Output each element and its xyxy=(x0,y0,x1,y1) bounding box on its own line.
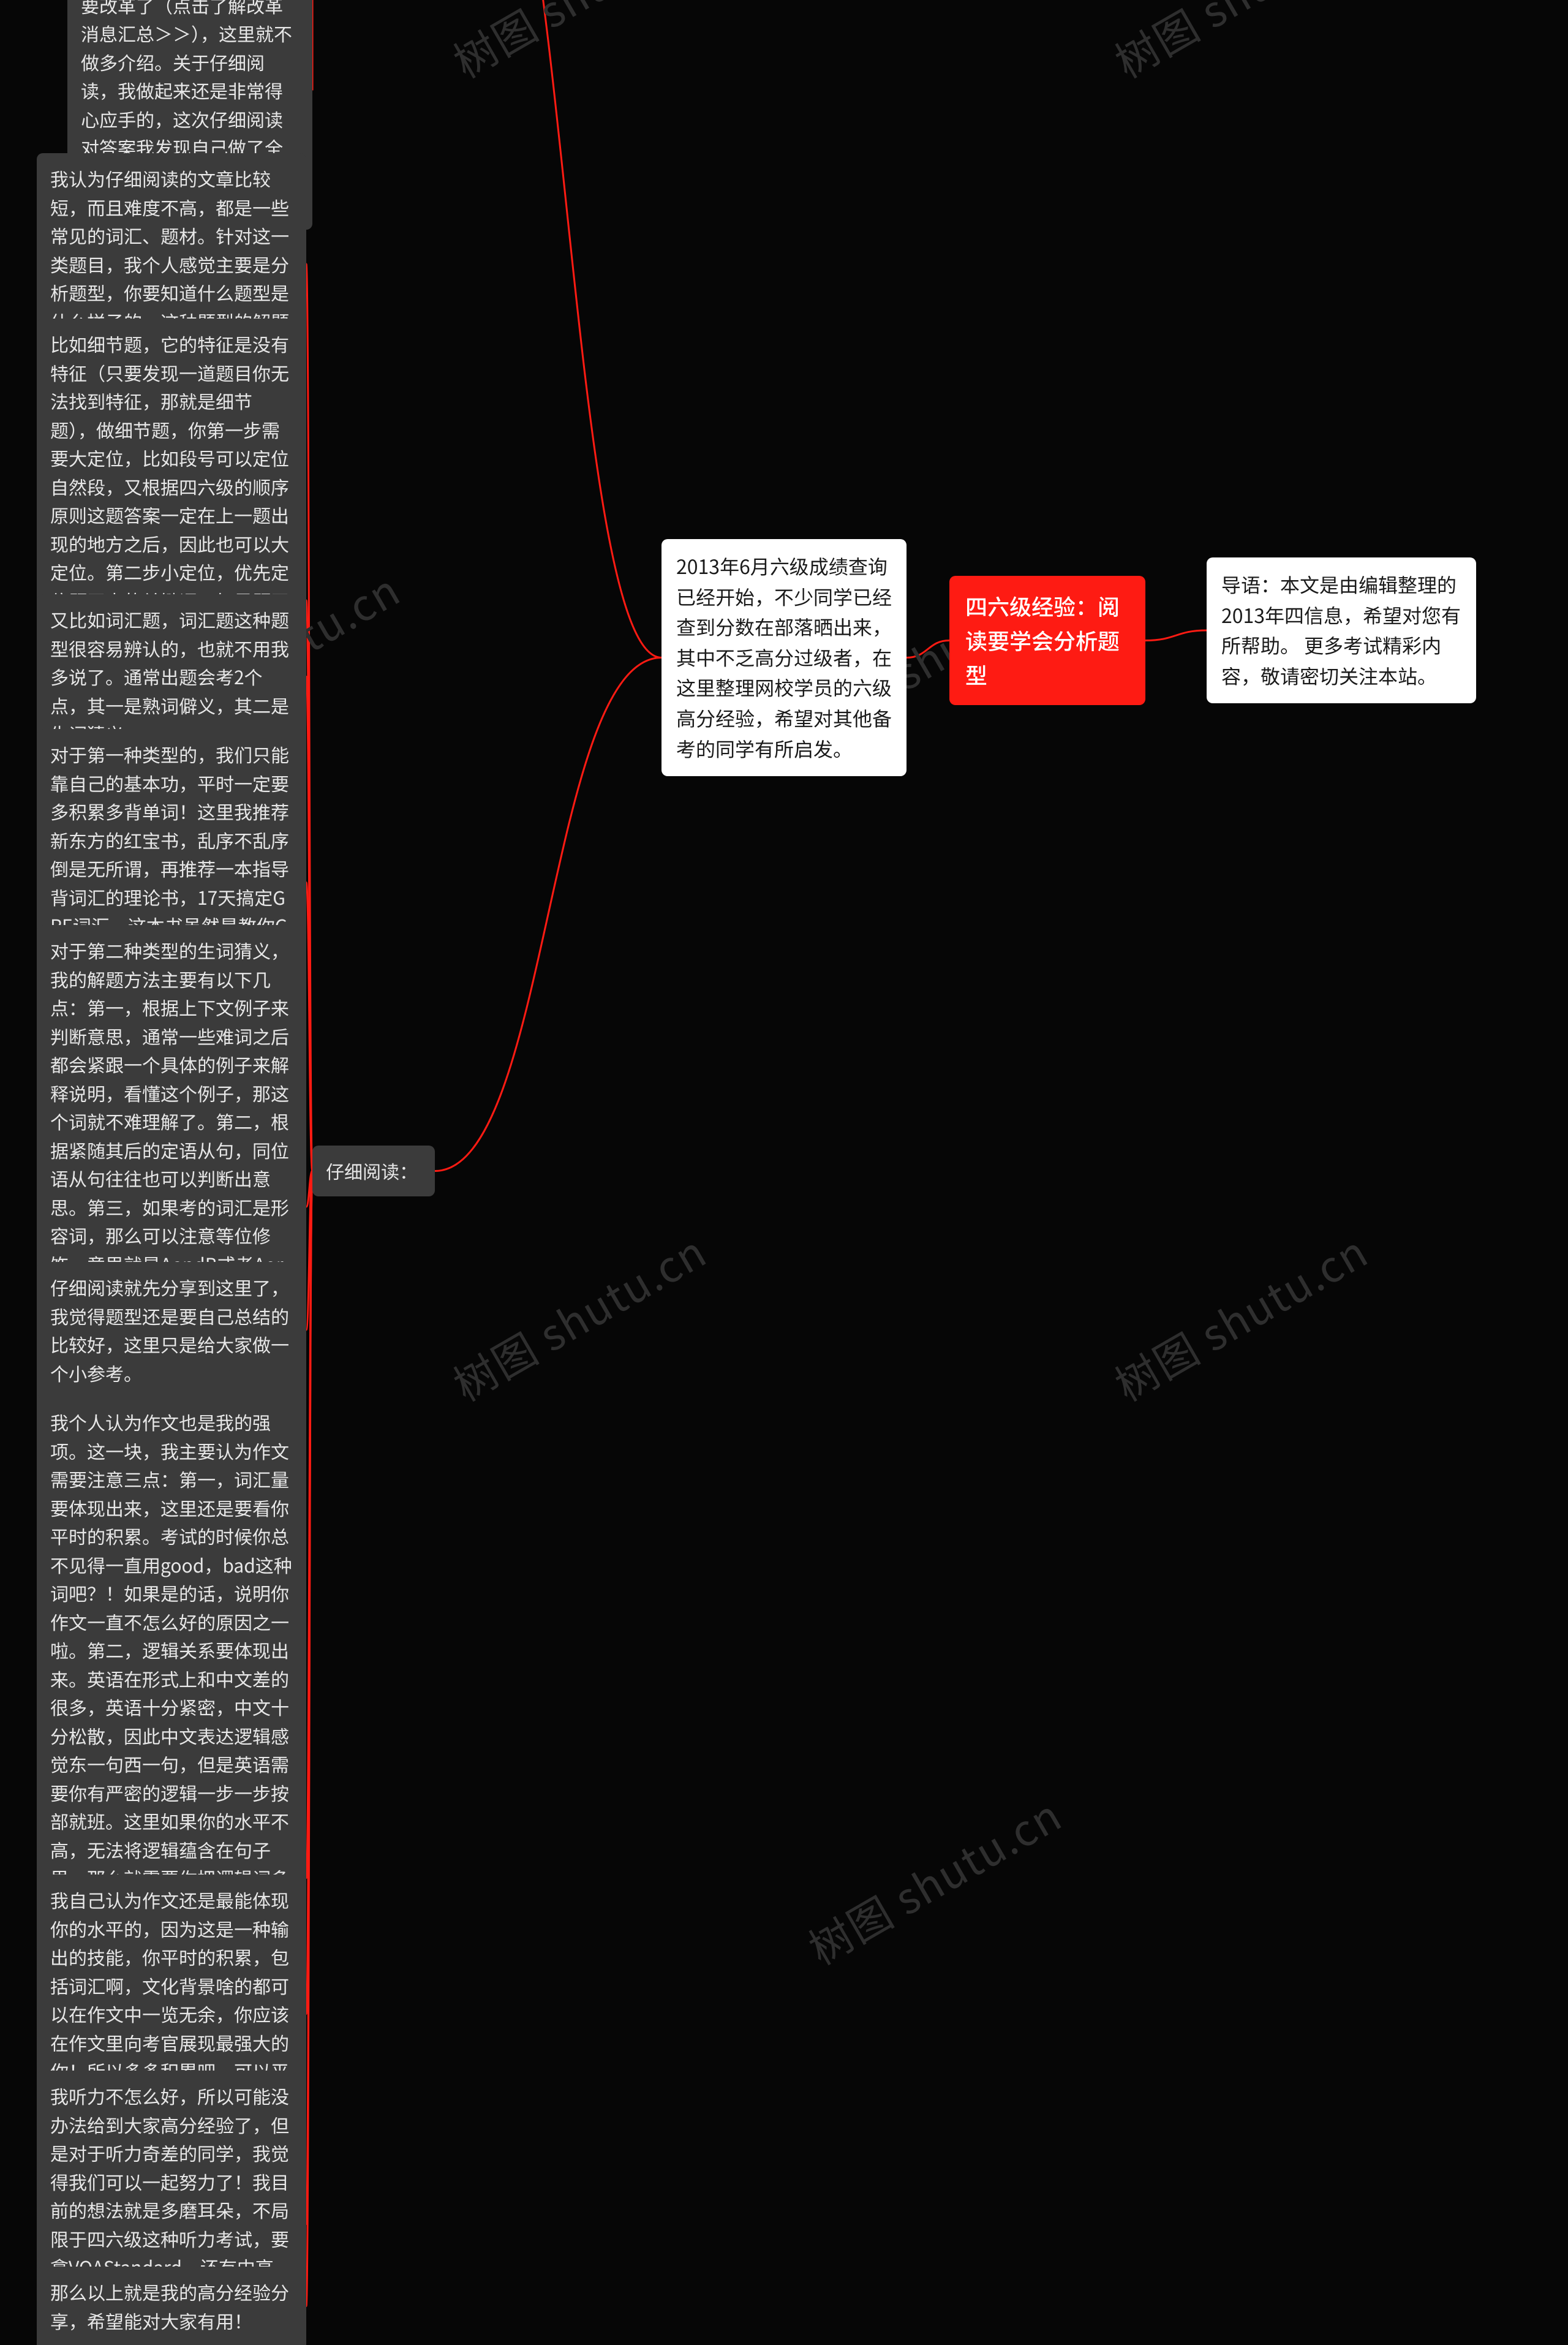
watermark: 树图 shutu.cn xyxy=(1102,0,1378,90)
node-root[interactable]: 四六级经验：阅读要学会分析题型 xyxy=(949,576,1145,705)
node-text: 仔细阅读就先分享到这里了，我觉得题型还是要自己总结的比较好，这里只是给大家做一个… xyxy=(50,1274,289,1386)
node-whiteL[interactable]: 2013年6月六级成绩查询已经开始，不少同学已经查到分数在部落晒出来，其中不乏高… xyxy=(662,539,907,776)
node-text: 仔细阅读： xyxy=(326,1157,418,1184)
edge xyxy=(306,1171,312,2306)
node-text: 四六级经验：阅读要学会分析题型 xyxy=(965,590,1120,690)
watermark: 树图 shutu.cn xyxy=(1102,1218,1378,1413)
node-whiteR[interactable]: 导语：本文是由编辑整理的2013年四信息，希望对您有所帮助。 更多考试精彩内容，… xyxy=(1207,557,1476,703)
watermark: 树图 shutu.cn xyxy=(441,1218,717,1413)
node-sec2[interactable]: 仔细阅读： xyxy=(312,1146,435,1196)
node-text: 2013年6月六级成绩查询已经开始，不少同学已经查到分数在部落晒出来，其中不乏高… xyxy=(676,552,892,763)
node-g_r6[interactable]: 仔细阅读就先分享到这里了，我觉得题型还是要自己总结的比较好，这里只是给大家做一个… xyxy=(37,1262,306,1398)
edge xyxy=(1145,630,1207,641)
edge xyxy=(306,1171,312,2014)
edge xyxy=(306,600,312,1171)
edge xyxy=(472,0,662,658)
watermark: 树图 shutu.cn xyxy=(796,1782,1072,1977)
edge xyxy=(306,1171,312,2224)
edge xyxy=(306,264,312,1171)
mindmap-canvas: 树图 shutu.cn 树图 shutu.cn 树图 shutu.cn 树图 shut… xyxy=(0,0,1568,2345)
edge xyxy=(907,641,949,658)
node-text: 那么以上就是我的高分经验分享，希望能对大家有用！ xyxy=(50,2278,289,2334)
node-text: 导语：本文是由编辑整理的2013年四信息，希望对您有所帮助。 更多考试精彩内容，… xyxy=(1221,570,1461,690)
watermark: 树图 shutu.cn xyxy=(441,0,717,90)
node-g_r10[interactable]: 那么以上就是我的高分经验分享，希望能对大家有用！ xyxy=(37,2267,306,2345)
edge xyxy=(306,1171,312,1207)
edge xyxy=(306,883,312,1171)
edge xyxy=(306,1171,312,1331)
edge xyxy=(435,658,662,1171)
node-text: 又比如词汇题，词汇题这种题型很容易辨认的，也就不用我多说了。通常出题会考2个点，… xyxy=(50,606,289,747)
edge xyxy=(306,677,312,1171)
edge xyxy=(306,1171,312,1878)
